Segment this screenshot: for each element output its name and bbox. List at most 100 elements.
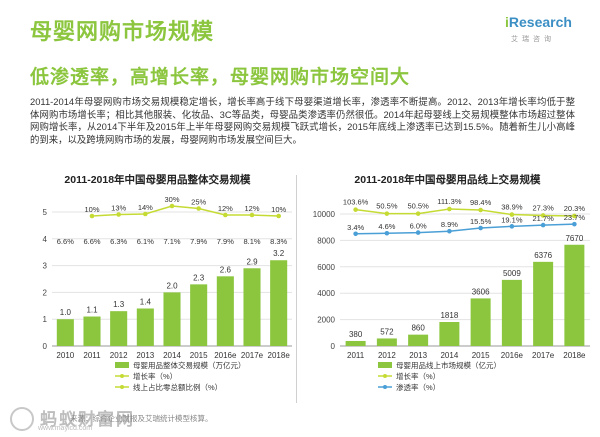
chart2-series-point [478, 225, 483, 231]
chart2-series-point [447, 228, 452, 234]
chart1-x-tick-label: 2014 [163, 351, 181, 360]
chart1-x-tick-label: 2015 [190, 351, 208, 360]
chart2-series-value-label: 50.5% [376, 202, 398, 211]
chart1-legend-marker [120, 385, 124, 389]
chart1-bar-value-label: 1.1 [86, 306, 98, 315]
chart2-bar [408, 334, 429, 346]
chart2-series-point [353, 231, 358, 237]
chart2-bar [439, 322, 460, 346]
chart2-bar [470, 298, 491, 346]
chart2-series-value-label: 111.3% [437, 197, 462, 206]
chart1-legend-swatch [115, 362, 129, 368]
chart1-bar-value-label: 1.0 [60, 308, 72, 317]
chart2-series-point [384, 230, 390, 236]
chart2-series-point [415, 230, 421, 235]
chart1-bar [243, 268, 261, 346]
page-subtitle: 低渗透率，高增长率，母婴网购市场空间大 [30, 67, 411, 88]
chart1-bar-value-label: 2.9 [246, 257, 258, 266]
chart2-series-point [572, 221, 577, 227]
chart2-series-line [355, 208, 575, 217]
page-title: 母婴网购市场规模 [30, 19, 215, 44]
logo-subtext: 艾瑞咨询 [511, 36, 555, 43]
chart2-y-tick-label: 0 [331, 342, 336, 351]
chart1-series-value-label: 6.1% [137, 237, 154, 246]
chart2-bar-value-label: 3606 [472, 287, 490, 296]
chart2-series-value-label: 4.6% [378, 222, 395, 231]
chart1-y-tick-label: 4 [43, 235, 48, 244]
chart1-legend-label: 母婴用品整体交易规模（万亿元） [133, 360, 246, 370]
watermark-text: 蚂蚁财富网 [40, 410, 135, 429]
chart2-series-point [384, 211, 390, 216]
chart2-bar-value-label: 380 [349, 330, 363, 339]
ant-logo-icon [10, 407, 34, 431]
chart2-bar [564, 244, 585, 346]
chart2-bar-value-label: 5009 [503, 269, 521, 278]
chart2-series-value-label: 20.3% [564, 204, 586, 213]
chart2-legend-label: 增长率（%） [396, 371, 440, 381]
chart1-series-point [143, 211, 148, 217]
chart2-legend-swatch [378, 362, 392, 368]
chart1-series-value-label: 13% [111, 204, 126, 213]
chart2-x-tick-label: 2015 [472, 351, 490, 360]
chart2-y-tick-label: 8000 [317, 236, 335, 245]
chart2-series-point [478, 207, 483, 213]
chart2-legend-label: 渗透率（%） [396, 382, 440, 392]
chart1-svg: 0 1 2 3 4 5 1.0 2010 1.1 2011 1.3 2012 1.4 2013 2.0 201… [43, 195, 292, 392]
chart1-series-value-label: 14% [138, 203, 153, 212]
chart2-series-value-label: 19.1% [501, 215, 523, 224]
chart2-series-value-label: 3.4% [347, 223, 364, 232]
chart1-x-tick-label: 2013 [136, 351, 154, 360]
chart1-bar-value-label: 2.3 [193, 273, 205, 282]
chart2-bar-value-label: 572 [380, 327, 394, 336]
chart2-legend-marker [383, 385, 387, 389]
chart2-bar [533, 261, 554, 346]
chart1-series-point [196, 206, 201, 211]
chart2-title: 2011-2018年中国母婴用品线上交易规模 [354, 174, 541, 186]
chart2-series-point [509, 224, 515, 229]
chart2-series-line [355, 223, 575, 235]
chart1-x-tick-label: 2012 [110, 351, 128, 360]
chart2-series-point [353, 207, 358, 212]
chart1-bar [163, 292, 181, 346]
chart1-y-tick-label: 2 [43, 288, 48, 297]
chart1-series-value-label: 7.1% [163, 237, 180, 246]
chart2-legend-label: 母婴用品线上市场规模（亿元） [396, 360, 501, 370]
chart1-series-point [169, 203, 175, 209]
chart2-bar [501, 279, 522, 346]
chart2-bar-value-label: 7670 [565, 234, 583, 243]
chart1-bar-value-label: 2.0 [166, 281, 178, 290]
chart1-bar [270, 260, 288, 346]
chart1-series-value-label: 8.3% [270, 237, 287, 246]
chart2-x-tick-label: 2017e [532, 351, 555, 360]
chart1-bar [83, 316, 101, 346]
chart2-bar [376, 338, 397, 346]
chart1-series-point [249, 212, 255, 218]
chart1-series-value-label: 6.6% [57, 237, 74, 246]
chart2-series-point [540, 213, 546, 218]
chart2-x-tick-label: 2012 [378, 351, 396, 360]
chart2-series-point [540, 222, 546, 228]
chart1-y-tick-label: 3 [43, 262, 48, 271]
chart1-series-value-label: 10% [271, 205, 286, 214]
chart1-series-value-label: 12% [218, 204, 233, 213]
chart2-series-value-label: 103.6% [343, 198, 369, 207]
chart2-x-tick-label: 2013 [409, 351, 427, 360]
chart1-series-value-label: 25% [191, 198, 206, 207]
chart2-bar-value-label: 860 [411, 324, 425, 333]
chart1-series-line [91, 205, 279, 217]
chart2-series-value-label: 98.4% [470, 198, 492, 207]
chart2-series-value-label: 50.5% [407, 202, 429, 211]
chart1-legend-label: 线上占比零总额比例（%） [133, 382, 222, 392]
chart1-series-value-label: 8.1% [243, 237, 260, 246]
chart2-x-tick-label: 2018e [563, 351, 586, 360]
chart1-legend-marker [120, 374, 124, 378]
chart2-series-value-label: 23.7% [564, 213, 586, 222]
chart2-y-tick-label: 4000 [317, 289, 335, 298]
chart2-bar-value-label: 6376 [534, 251, 552, 260]
chart2-bar [345, 340, 366, 346]
iresearch-logo: iResearch 艾瑞咨询 [505, 14, 575, 48]
chart2-bar-value-label: 1818 [440, 311, 458, 320]
chart2-series-value-label: 38.9% [501, 203, 523, 212]
source-note: 来源：综合企业财报及艾瑞统计模型核算。 [70, 414, 213, 423]
chart1-x-tick-label: 2018e [268, 351, 291, 360]
